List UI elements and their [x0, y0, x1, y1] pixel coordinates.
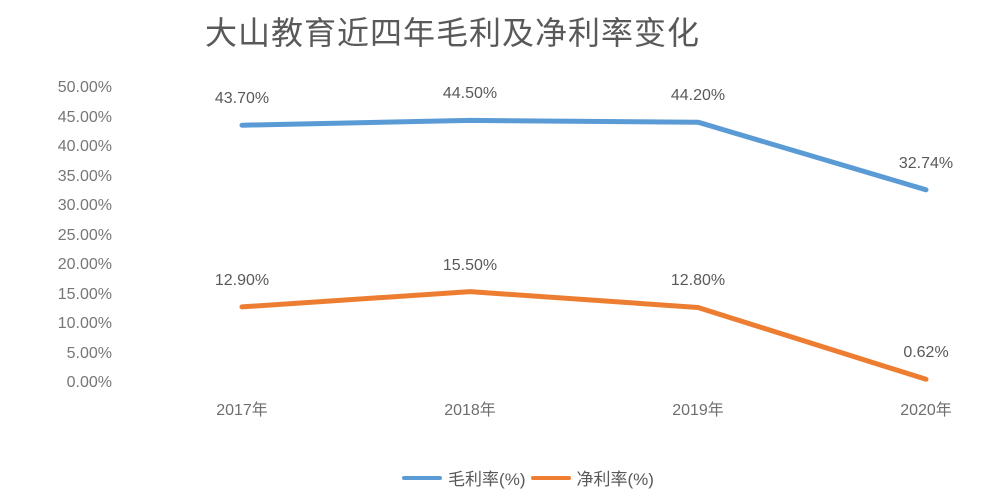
- legend-label: 净利率(%): [576, 470, 654, 489]
- net-margin-data-label: 12.90%: [214, 271, 270, 289]
- gross-margin-data-label: 32.74%: [898, 154, 954, 172]
- x-tick-label: 2017年: [216, 402, 268, 419]
- y-tick-label: 20.00%: [57, 256, 112, 273]
- legend: 毛利率(%) 净利率(%): [0, 465, 996, 490]
- net-margin-data-label: 15.50%: [442, 256, 498, 274]
- gross-margin-data-label: 44.50%: [442, 85, 498, 103]
- y-tick-label: 35.00%: [57, 167, 112, 185]
- gross-margin-data-label: 43.70%: [214, 90, 270, 108]
- y-tick-label: 10.00%: [57, 315, 112, 332]
- y-tick-label: 50.00%: [57, 79, 112, 96]
- y-tick-label: 25.00%: [57, 226, 112, 244]
- y-tick-label: 5.00%: [66, 344, 112, 362]
- legend-label: 毛利率(%): [448, 470, 526, 489]
- chart-title: 大山教育近四年毛利及净利率变化: [204, 15, 700, 51]
- legend-item-gross-margin: 毛利率(%): [402, 465, 526, 490]
- net-margin-legend-line-icon: [530, 475, 571, 480]
- x-tick-label: 2020年: [900, 402, 952, 419]
- y-tick-label: 15.00%: [57, 285, 112, 303]
- legend-item-net-margin: 净利率(%): [530, 465, 654, 490]
- y-tick-label: 40.00%: [57, 138, 112, 155]
- y-tick-label: 30.00%: [57, 197, 112, 214]
- gross-margin-data-label: 44.20%: [670, 87, 726, 105]
- net-margin-line: [239, 289, 929, 382]
- net-margin-data-label: 0.62%: [903, 344, 949, 362]
- gross-margin-line: [239, 117, 929, 193]
- net-margin-data-label: 12.80%: [670, 272, 726, 290]
- y-tick-label: 45.00%: [57, 108, 112, 126]
- x-tick-label: 2019年: [672, 402, 724, 419]
- gross-margin-legend-line-icon: [402, 475, 443, 480]
- x-tick-label: 2018年: [444, 402, 496, 419]
- y-tick-label: 0.00%: [66, 374, 112, 391]
